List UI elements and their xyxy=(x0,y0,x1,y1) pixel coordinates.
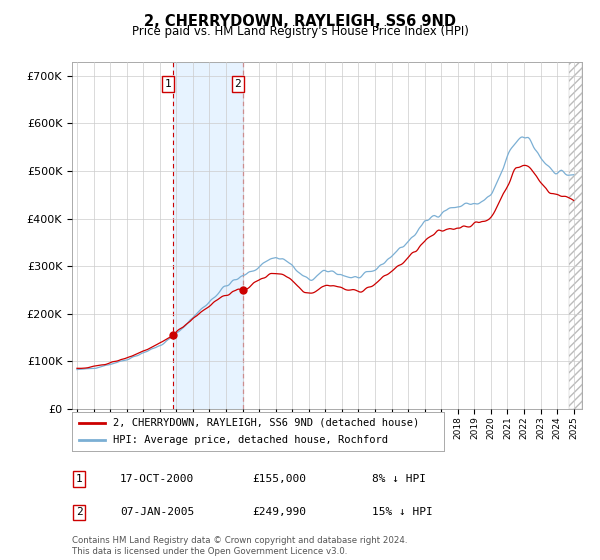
Text: 1: 1 xyxy=(76,474,83,484)
Text: 07-JAN-2005: 07-JAN-2005 xyxy=(120,507,194,517)
Text: £249,990: £249,990 xyxy=(252,507,306,517)
Text: 2, CHERRYDOWN, RAYLEIGH, SS6 9ND (detached house): 2, CHERRYDOWN, RAYLEIGH, SS6 9ND (detach… xyxy=(113,418,419,428)
Text: 2, CHERRYDOWN, RAYLEIGH, SS6 9ND: 2, CHERRYDOWN, RAYLEIGH, SS6 9ND xyxy=(144,14,456,29)
Text: 17-OCT-2000: 17-OCT-2000 xyxy=(120,474,194,484)
Text: 15% ↓ HPI: 15% ↓ HPI xyxy=(372,507,433,517)
Text: 2: 2 xyxy=(76,507,83,517)
Text: Price paid vs. HM Land Registry's House Price Index (HPI): Price paid vs. HM Land Registry's House … xyxy=(131,25,469,38)
Text: £155,000: £155,000 xyxy=(252,474,306,484)
Text: 2: 2 xyxy=(235,79,241,89)
Text: HPI: Average price, detached house, Rochford: HPI: Average price, detached house, Roch… xyxy=(113,435,388,445)
Text: 8% ↓ HPI: 8% ↓ HPI xyxy=(372,474,426,484)
Text: Contains HM Land Registry data © Crown copyright and database right 2024.
This d: Contains HM Land Registry data © Crown c… xyxy=(72,536,407,556)
Text: 1: 1 xyxy=(164,79,171,89)
